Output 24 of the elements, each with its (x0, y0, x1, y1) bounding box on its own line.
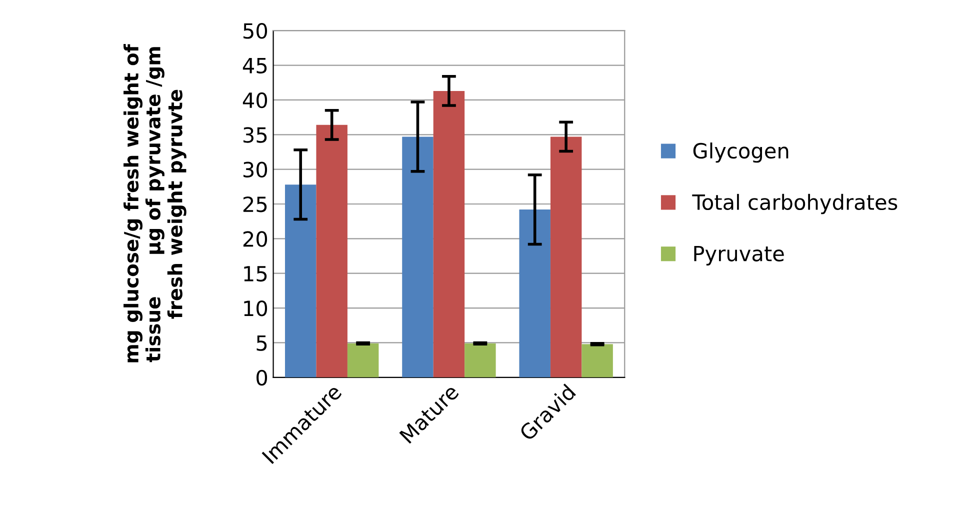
bar (316, 124, 348, 378)
bar (519, 210, 550, 378)
y-tick-label: 20 (243, 231, 268, 247)
y-tick-label: 35 (243, 127, 267, 143)
y-tick-label: 50 (244, 23, 268, 39)
bar (582, 344, 613, 378)
y-tick-label: 40 (242, 92, 268, 108)
y-tick-label: 10 (244, 300, 268, 316)
bar (550, 136, 582, 378)
y-tick-label: 45 (242, 58, 267, 74)
bar (284, 184, 316, 378)
bar (464, 343, 496, 378)
bar (433, 90, 465, 378)
y-tick-label: 25 (243, 196, 267, 212)
legend-label: Glycogen (693, 142, 788, 163)
legend-label: Pyruvate (694, 246, 784, 266)
y-tick-label: 0 (256, 370, 268, 386)
bar (402, 136, 434, 378)
bar (347, 343, 379, 378)
y-tick-label: 5 (256, 335, 267, 351)
y-axis-title: mg glucose/g fresh weight of tissue µg of pyruvate /gm fresh weight pyruvte (124, 44, 186, 362)
y-tick-label: 15 (244, 266, 267, 282)
y-tick-label: 30 (243, 162, 268, 178)
legend-label: Total carbohydrates (692, 194, 898, 214)
